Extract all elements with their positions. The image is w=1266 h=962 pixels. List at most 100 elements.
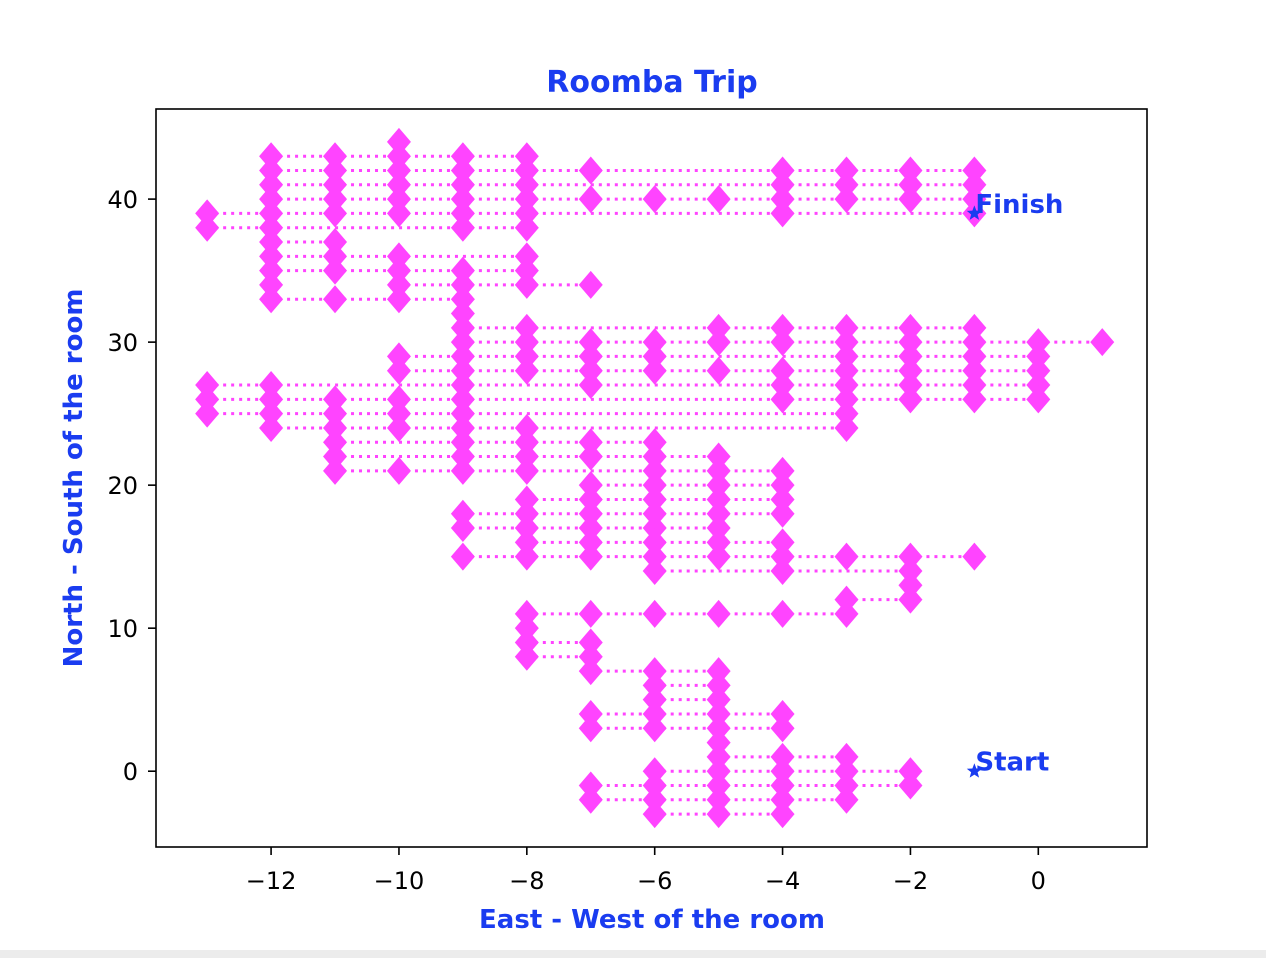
path-marker [578,270,603,299]
path-marker [706,685,731,714]
path-marker [578,699,603,728]
path-marker [642,599,667,628]
path-marker [706,185,731,214]
path-marker [578,485,603,514]
path-marker [834,170,859,199]
path-marker [323,442,348,471]
path-marker [514,542,539,571]
path-marker [195,199,220,228]
x-tick-label: −8 [509,867,544,895]
path-marker [259,185,284,214]
path-marker [962,313,987,342]
path-marker [578,714,603,743]
path-marker [642,757,667,786]
x-tick-label: 0 [1031,867,1046,895]
path-marker [450,142,475,171]
path-marker [834,328,859,357]
path-marker [578,642,603,671]
path-marker [578,328,603,357]
path-marker [514,328,539,357]
path-marker [259,371,284,400]
path-marker [450,442,475,471]
path-marker [386,242,411,271]
path-marker [770,699,795,728]
path-marker [259,199,284,228]
path-marker [834,399,859,428]
ticks-layer: −12 −10 −8 −6 −4 −2 0 0 10 20 30 40 [107,186,1045,895]
path-marker [770,199,795,228]
path-marker [195,399,220,428]
path-marker [323,413,348,442]
path-marker [834,185,859,214]
x-tick-label: −6 [637,867,672,895]
path-marker [450,328,475,357]
path-marker [642,671,667,700]
path-marker [898,313,923,342]
path-marker [514,142,539,171]
path-marker [898,342,923,371]
path-marker [706,699,731,728]
path-marker [450,285,475,314]
path-marker [834,599,859,628]
path-marker [642,556,667,585]
path-marker [450,456,475,485]
path-marker [962,342,987,371]
path-marker [259,228,284,257]
path-marker [706,657,731,686]
path-marker [770,356,795,385]
path-marker [259,385,284,414]
path-marker [450,342,475,371]
path-marker [514,156,539,185]
path-marker [386,127,411,156]
path-marker [578,371,603,400]
path-marker [770,556,795,585]
path-marker [706,742,731,771]
path-marker [898,356,923,385]
path-marker [770,313,795,342]
path-marker [962,385,987,414]
path-marker [898,556,923,585]
path-marker [642,342,667,371]
path-marker [323,399,348,428]
path-marker [770,771,795,800]
path-marker [259,242,284,271]
path-marker [834,771,859,800]
path-marker [450,185,475,214]
path-marker [514,599,539,628]
path-marker [962,356,987,385]
x-tick-label: −12 [246,867,297,895]
start-marker [966,763,982,778]
path-marker [834,313,859,342]
path-marker [898,156,923,185]
path-marker [450,399,475,428]
path-marker [578,657,603,686]
y-tick-label: 10 [107,615,138,643]
path-marker [514,270,539,299]
y-tick-label: 20 [107,472,138,500]
path-marker [195,385,220,414]
path-marker [642,785,667,814]
path-marker [323,142,348,171]
path-marker [386,270,411,299]
finish-marker [966,205,982,220]
path-marker [770,542,795,571]
path-marker [770,156,795,185]
path-marker [578,599,603,628]
path-marker [450,170,475,199]
path-marker [642,657,667,686]
path-marker [834,757,859,786]
path-marker [834,585,859,614]
path-marker [834,542,859,571]
path-marker [898,185,923,214]
path-marker [706,757,731,786]
path-marker [642,471,667,500]
path-marker [706,599,731,628]
path-marker [1026,385,1051,414]
path-marker [450,371,475,400]
plot-frame [155,108,1148,848]
path-marker [706,800,731,829]
path-marker [642,328,667,357]
path-marker [450,256,475,285]
